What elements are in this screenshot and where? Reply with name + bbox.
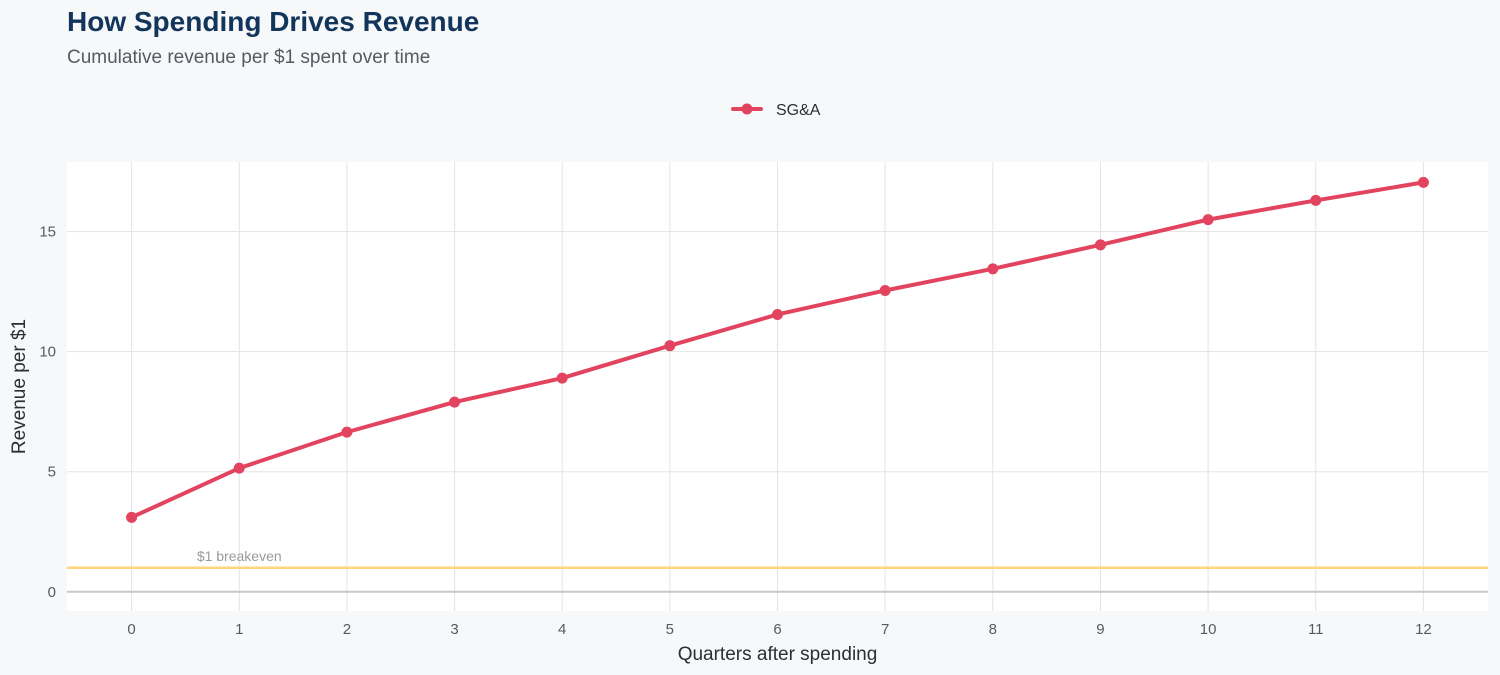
gridlines bbox=[67, 162, 1488, 611]
data-point bbox=[1202, 214, 1214, 226]
x-axis-title: Quarters after spending bbox=[678, 644, 878, 665]
legend-point-swatch bbox=[741, 103, 753, 115]
data-point bbox=[341, 426, 353, 438]
data-point bbox=[879, 284, 891, 296]
x-tick-label: 3 bbox=[450, 621, 458, 638]
data-point bbox=[664, 340, 676, 352]
data-point bbox=[233, 462, 245, 474]
data-point bbox=[1094, 239, 1106, 251]
x-tick-label: 7 bbox=[881, 621, 889, 638]
x-tick-label: 6 bbox=[773, 621, 781, 638]
legend-label-sga: SG&A bbox=[776, 102, 821, 119]
x-tick-label: 9 bbox=[1096, 621, 1104, 638]
x-tick-label: 5 bbox=[666, 621, 674, 638]
data-point bbox=[1417, 176, 1429, 188]
data-point bbox=[449, 396, 461, 408]
x-tick-label: 8 bbox=[989, 621, 997, 638]
y-tick-label: 15 bbox=[39, 224, 56, 241]
data-point bbox=[126, 511, 138, 523]
chart-title: How Spending Drives Revenue bbox=[67, 6, 480, 37]
x-tick-label: 10 bbox=[1200, 621, 1217, 638]
x-tick-label: 12 bbox=[1415, 621, 1432, 638]
y-axis-title: Revenue per $1 bbox=[9, 319, 30, 454]
x-tick-label: 2 bbox=[343, 621, 351, 638]
y-tick-label: 5 bbox=[48, 464, 56, 481]
y-tick-label: 0 bbox=[48, 584, 56, 601]
x-tick-label: 1 bbox=[235, 621, 243, 638]
data-point bbox=[556, 372, 568, 384]
x-tick-label: 4 bbox=[558, 621, 566, 638]
x-tick-label: 11 bbox=[1308, 621, 1324, 638]
legend: SG&A bbox=[731, 102, 821, 119]
x-tick-label: 0 bbox=[127, 621, 135, 638]
reference-lines: $1 breakeven bbox=[67, 548, 1488, 593]
data-point bbox=[772, 308, 783, 320]
series-layer bbox=[126, 176, 1429, 523]
chart-subtitle: Cumulative revenue per $1 spent over tim… bbox=[67, 47, 431, 68]
data-point bbox=[1310, 194, 1322, 206]
data-point bbox=[987, 263, 999, 275]
breakeven-label: $1 breakeven bbox=[197, 548, 282, 564]
y-tick-label: 10 bbox=[39, 344, 56, 361]
